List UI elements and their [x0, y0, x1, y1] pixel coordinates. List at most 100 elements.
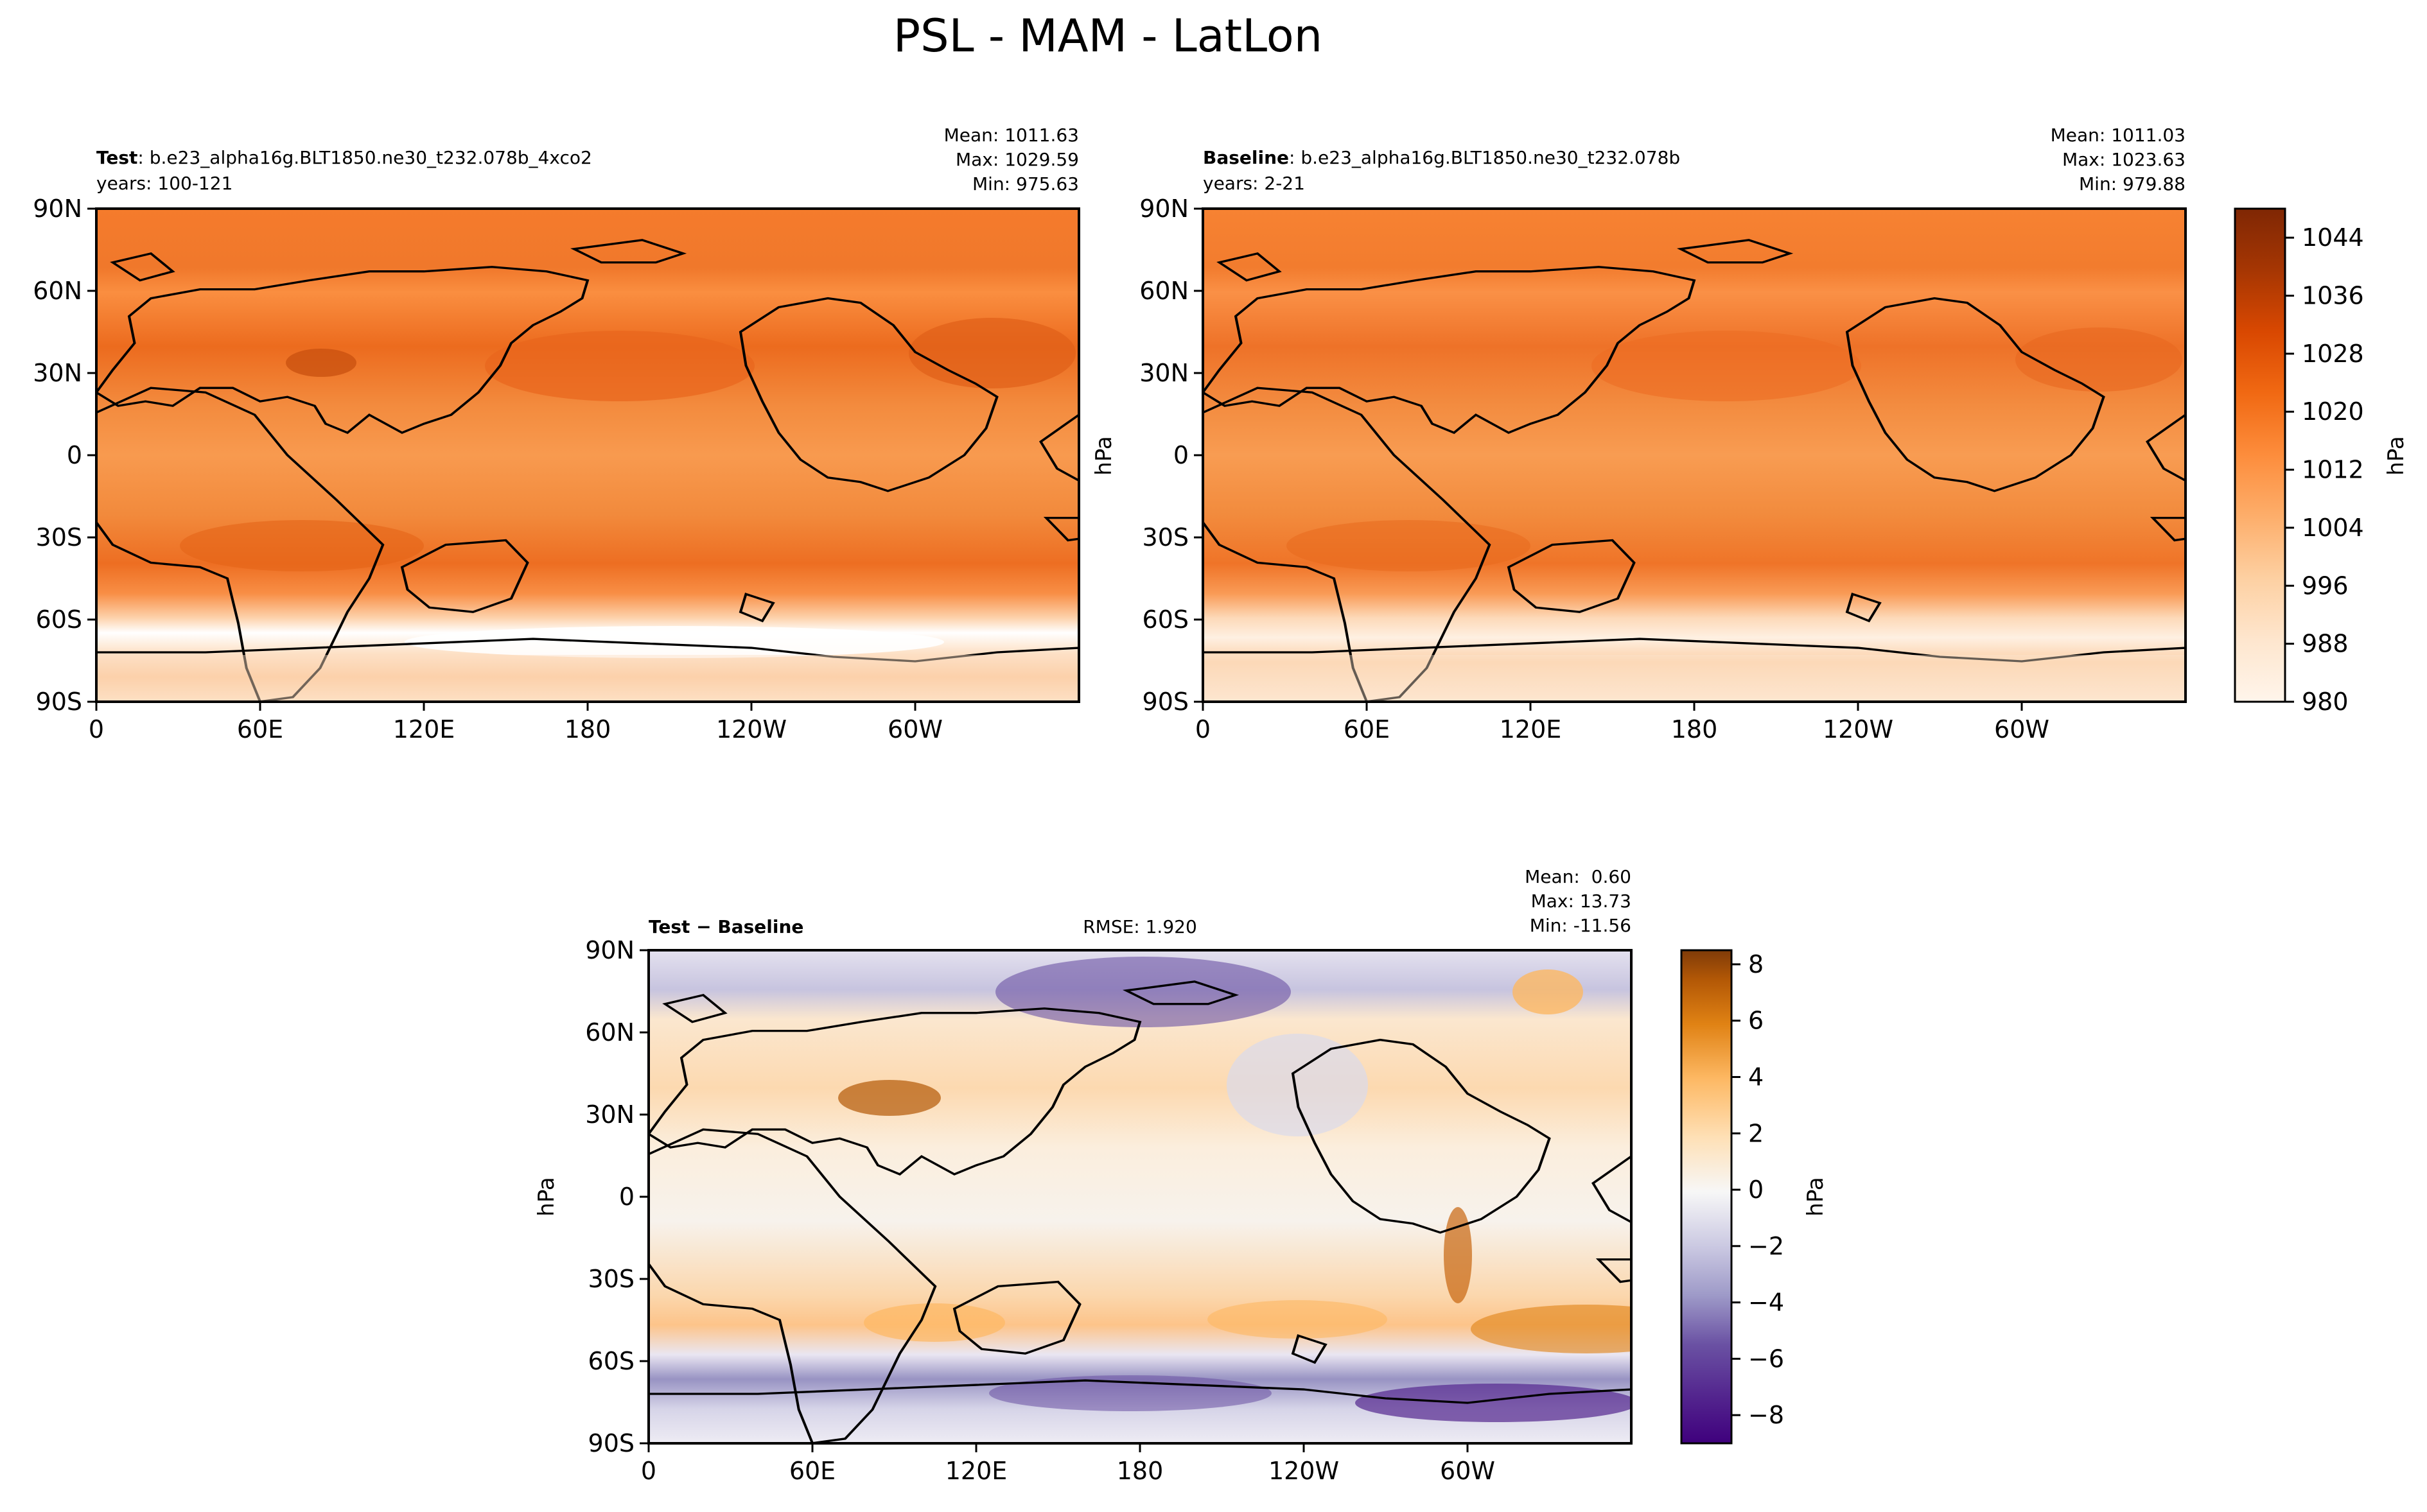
lon-tick-label: 180: [1671, 715, 1718, 743]
baseline-ylabel: hPa: [1091, 436, 1117, 475]
lon-tick-label: 0: [89, 715, 104, 743]
baseline-label-text: : b.e23_alpha16g.BLT1850.ne30_t232.078b: [1289, 147, 1680, 168]
difference-map: [649, 950, 1631, 1443]
lon-tick-label: 60W: [888, 715, 943, 743]
lat-tick-label: 90N: [585, 936, 635, 964]
lat-tick-label: 90S: [36, 688, 82, 716]
colorbar-tick-label: 4: [1748, 1063, 1764, 1091]
colorbar-tick-label: 0: [1748, 1176, 1764, 1204]
lon-tick-label: 60E: [237, 715, 283, 743]
diff-colorbar-label: hPa: [1803, 1177, 1828, 1216]
difference-min: Min: -11.56: [1530, 915, 1631, 936]
lon-tick-label: 120E: [1500, 715, 1562, 743]
difference-high-greenland: [1512, 969, 1583, 1014]
lat-tick-label: 90S: [588, 1429, 635, 1457]
psl-colorbar-label: hPa: [2383, 436, 2409, 475]
lat-tick-label: 30S: [1143, 523, 1189, 552]
lon-tick-label: 120E: [945, 1457, 1008, 1485]
difference-low-ross: [989, 1375, 1272, 1411]
colorbar-tick-label: 1012: [2302, 456, 2364, 484]
difference-max: Max: 13.73: [1531, 891, 1631, 912]
diff-colorbar: −8 −6 −4 −2 0 2 4 6 8 hPa: [1680, 949, 1828, 1445]
difference-high-andes: [1444, 1207, 1472, 1303]
colorbar-tick-label: 1036: [2302, 282, 2364, 310]
lat-tick-label: 0: [67, 441, 82, 469]
test-high-npac: [485, 331, 755, 401]
baseline-high-natl: [2015, 327, 2182, 392]
lat-tick-label: 60N: [1139, 277, 1189, 305]
difference-field: [649, 950, 1631, 1443]
lat-tick-label: 60N: [33, 277, 82, 305]
colorbar-tick-label: 1044: [2302, 223, 2364, 252]
test-panel-label: Test: b.e23_alpha16g.BLT1850.ne30_t232.0…: [96, 147, 592, 168]
test-high-tibet: [286, 349, 356, 377]
difference-high-sio: [864, 1303, 1005, 1342]
baseline-mean: Mean: 1011.03: [2051, 125, 2186, 146]
colorbar-tick-label: −4: [1748, 1289, 1784, 1317]
baseline-max: Max: 1023.63: [2062, 149, 2186, 170]
lon-tick-label: 180: [1117, 1457, 1164, 1485]
psl-colorbar: 980 988 996 1004 1012 1020 1028 1036 1044 hPa: [2234, 207, 2409, 716]
baseline-high-npac: [1591, 331, 1861, 401]
lon-tick-label: 120W: [1823, 715, 1893, 743]
baseline-lon-axis: 0 60E 120E 180 120W 60W: [1195, 702, 2049, 743]
test-antarctica: [96, 655, 1079, 702]
colorbar-tick-label: 6: [1748, 1007, 1764, 1035]
lon-tick-label: 180: [565, 715, 611, 743]
lon-tick-label: 60W: [1440, 1457, 1495, 1485]
colorbar-tick-label: 1004: [2302, 514, 2364, 542]
baseline-high-sio: [1286, 520, 1530, 571]
colorbar-tick-label: −2: [1748, 1232, 1784, 1260]
lat-tick-label: 60S: [1143, 605, 1189, 634]
test-lat-axis: 90N 60N 30N 0 30S 60S 90S: [33, 195, 96, 716]
colorbar-tick-label: 1020: [2302, 397, 2364, 426]
diff-colorbar-ticks: −8 −6 −4 −2 0 2 4 6 8: [1731, 950, 1784, 1429]
test-map: [96, 209, 1079, 702]
lat-tick-label: 90N: [33, 195, 82, 223]
test-years: years: 100-121: [96, 173, 232, 194]
test-high-sio: [180, 520, 424, 571]
test-low-ant: [405, 626, 944, 658]
lat-tick-label: 30S: [588, 1265, 635, 1293]
difference-low-npac: [1227, 1034, 1368, 1136]
lat-tick-label: 60S: [36, 605, 82, 634]
lat-tick-label: 30N: [585, 1100, 635, 1129]
lat-tick-label: 90N: [1139, 195, 1189, 223]
lon-tick-label: 120W: [716, 715, 787, 743]
test-lon-axis: 0 60E 120E 180 120W 60W: [89, 702, 943, 743]
difference-mean: Mean: 0.60: [1525, 866, 1631, 887]
baseline-field: [1203, 209, 2186, 702]
colorbar-tick-label: 1028: [2302, 340, 2364, 368]
difference-high-tibet: [838, 1080, 941, 1116]
baseline-panel-label: Baseline: b.e23_alpha16g.BLT1850.ne30_t2…: [1203, 147, 1680, 168]
baseline-panel: Baseline: b.e23_alpha16g.BLT1850.ne30_t2…: [1091, 125, 2187, 743]
difference-lat-axis: 90N 60N 30N 0 30S 60S 90S: [585, 936, 649, 1457]
difference-ylabel: hPa: [534, 1177, 559, 1216]
figure-title: PSL - MAM - LatLon: [893, 10, 1322, 62]
test-max: Max: 1029.59: [956, 149, 1079, 170]
difference-panel-label: Test − Baseline: [649, 916, 803, 937]
baseline-min: Min: 979.88: [2079, 173, 2186, 195]
lon-tick-label: 0: [641, 1457, 656, 1485]
baseline-antarctica: [1203, 655, 2186, 702]
lat-tick-label: 90S: [1143, 688, 1189, 716]
colorbar-tick-label: 988: [2302, 630, 2349, 658]
baseline-years: years: 2-21: [1203, 173, 1305, 194]
lat-tick-label: 30S: [36, 523, 82, 552]
baseline-map: [1203, 209, 2186, 702]
test-label-text: : b.e23_alpha16g.BLT1850.ne30_t232.078b_…: [137, 147, 591, 168]
lat-tick-label: 30N: [1139, 359, 1189, 387]
test-high-natl: [909, 318, 1076, 388]
lat-tick-label: 0: [1173, 441, 1189, 469]
difference-low-ant: [1355, 1384, 1631, 1422]
test-mean: Mean: 1011.63: [944, 125, 1079, 146]
test-field: [96, 209, 1079, 702]
lat-tick-label: 60S: [588, 1347, 635, 1375]
baseline-lat-axis: 90N 60N 30N 0 30S 60S 90S: [1139, 195, 1203, 716]
difference-lon-axis: 0 60E 120E 180 120W 60W: [641, 1443, 1495, 1485]
colorbar-tick-label: 2: [1748, 1119, 1764, 1147]
psl-colorbar-ticks: 980 988 996 1004 1012 1020 1028 1036 1044: [2285, 223, 2364, 716]
colorbar-tick-label: −8: [1748, 1401, 1784, 1429]
lon-tick-label: 60E: [1344, 715, 1390, 743]
